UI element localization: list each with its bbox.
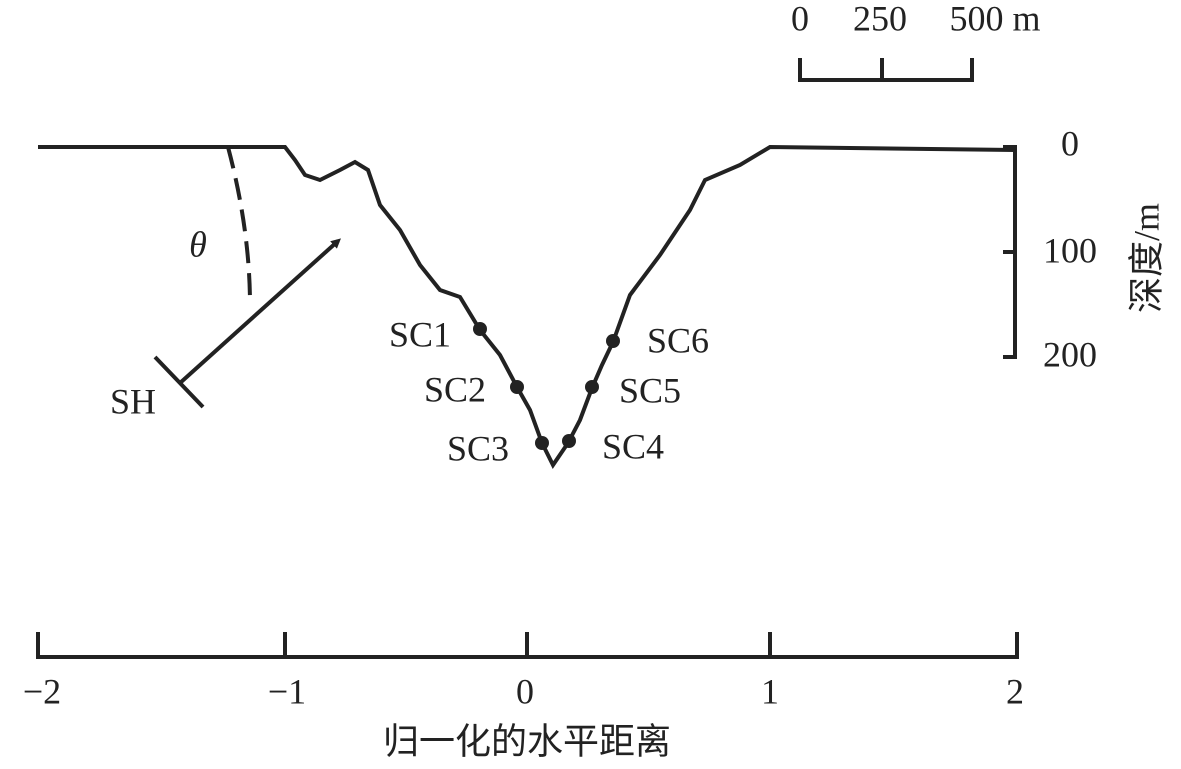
scale-bar-line xyxy=(798,58,974,82)
x-tick-label: 2 xyxy=(1006,671,1024,711)
station-dot xyxy=(535,436,549,450)
station-dot xyxy=(585,380,599,394)
angle-label: θ xyxy=(189,224,207,264)
scale-label: 500 m xyxy=(949,0,1040,38)
source-bar xyxy=(153,355,205,409)
x-tick-label: 1 xyxy=(761,671,779,711)
x-tick-label: −1 xyxy=(268,671,306,711)
x-tick-label: 0 xyxy=(516,671,534,711)
canyon-profile xyxy=(38,144,1016,469)
scale-label: 250 xyxy=(853,0,907,38)
x-axis-title: 归一化的水平距离 xyxy=(383,721,671,761)
station-label: SC5 xyxy=(619,370,681,410)
station-label: SC4 xyxy=(602,426,664,466)
x-tick-label: −2 xyxy=(23,671,61,711)
station-dot xyxy=(562,434,576,448)
station-dot xyxy=(606,334,620,348)
station-label: SC6 xyxy=(647,320,709,360)
station-dots xyxy=(473,322,620,450)
depth-axis-title: 深度/m xyxy=(1126,203,1166,313)
depth-axis xyxy=(1003,145,1017,359)
station-label: SC1 xyxy=(389,314,451,354)
depth-tick-label: 200 xyxy=(1043,334,1097,374)
station-label: SC2 xyxy=(424,369,486,409)
scale-bar: 0 250 500 m xyxy=(791,0,1041,82)
station-dot xyxy=(510,380,524,394)
depth-tick-label: 100 xyxy=(1043,230,1097,270)
angle-arc xyxy=(226,146,252,306)
scale-label: 0 xyxy=(791,0,809,38)
incidence-arrow xyxy=(178,238,341,385)
source-label: SH xyxy=(110,381,156,421)
station-label: SC3 xyxy=(447,428,509,468)
depth-tick-label: 0 xyxy=(1061,123,1079,163)
x-axis xyxy=(36,632,1019,659)
station-dot xyxy=(473,322,487,336)
